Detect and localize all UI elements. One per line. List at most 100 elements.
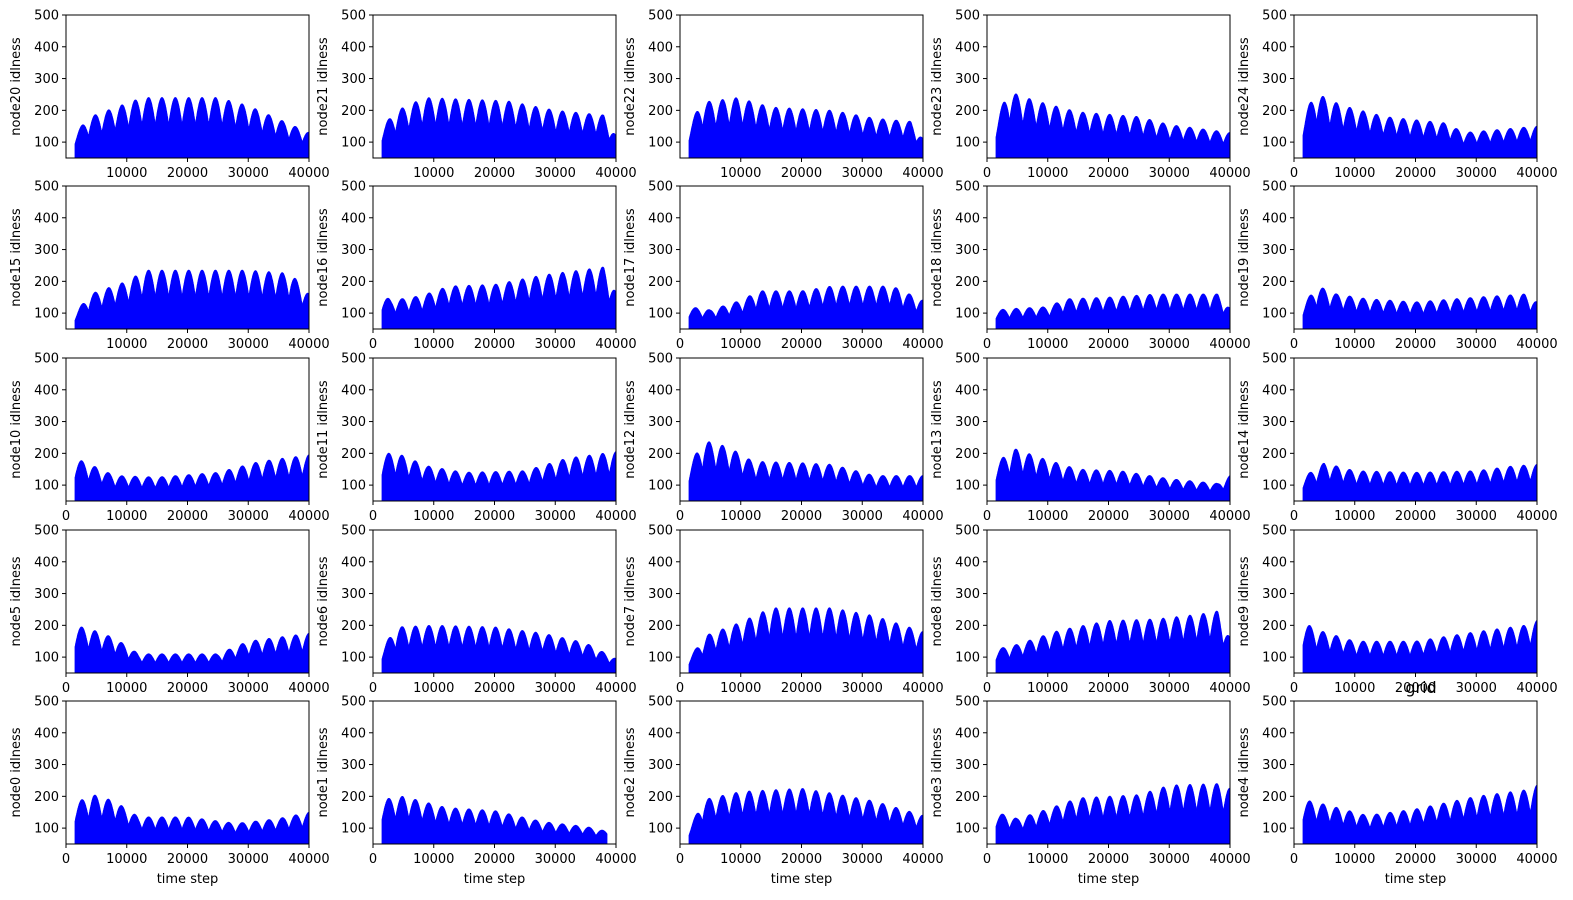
y-tick-label: 100: [34, 307, 59, 322]
y-tick-label: 400: [955, 211, 980, 226]
y-tick-label: 100: [341, 822, 366, 837]
series-line: [381, 624, 616, 673]
y-tick-label: 300: [955, 72, 980, 87]
y-tick-label: 500: [34, 352, 59, 367]
x-tick-label: 20000: [1395, 166, 1436, 181]
x-tick-label: 30000: [1149, 681, 1190, 696]
x-tick-label: 30000: [1456, 681, 1497, 696]
y-tick-label: 500: [648, 352, 673, 367]
x-tick-label: 40000: [288, 681, 329, 696]
x-tick-label: 0: [676, 509, 684, 524]
y-tick-label: 500: [955, 352, 980, 367]
x-tick-label: 20000: [474, 509, 515, 524]
y-tick-label: 400: [648, 40, 673, 55]
x-tick-label: 10000: [413, 509, 454, 524]
x-tick-label: 0: [1290, 852, 1298, 867]
y-tick-label: 200: [34, 104, 59, 119]
subplot-node17: 100 200 300 400 500 0 10000 20000 30000 40000 node…: [623, 180, 944, 353]
y-tick-label: 100: [341, 307, 366, 322]
x-tick-label: 30000: [535, 681, 576, 696]
x-axis-label: time step: [771, 872, 833, 887]
x-tick-label: 10000: [1334, 166, 1375, 181]
figure-title: grid: [1405, 678, 1436, 697]
y-axis-label: node1 idlness: [316, 727, 331, 817]
x-tick-label: 30000: [228, 509, 269, 524]
x-tick-label: 10000: [1027, 509, 1068, 524]
y-tick-label: 200: [341, 790, 366, 805]
y-tick-label: 300: [1262, 243, 1287, 258]
series-line: [1302, 784, 1537, 844]
y-tick-label: 500: [1262, 524, 1287, 539]
subplot-node10: 100 200 300 400 500 0 10000 20000 30000 40000 node…: [9, 352, 330, 525]
x-tick-label: 40000: [1516, 337, 1557, 352]
x-tick-label: 30000: [842, 681, 883, 696]
x-tick-label: 0: [1290, 509, 1298, 524]
y-tick-label: 200: [955, 619, 980, 634]
x-tick-label: 20000: [1088, 166, 1129, 181]
y-tick-label: 400: [341, 383, 366, 398]
y-tick-label: 200: [1262, 104, 1287, 119]
y-axis-label: node15 idlness: [9, 208, 24, 307]
x-tick-label: 10000: [1027, 681, 1068, 696]
y-tick-label: 300: [1262, 72, 1287, 87]
series-line: [381, 97, 616, 158]
y-tick-label: 100: [955, 822, 980, 837]
x-tick-label: 20000: [1088, 337, 1129, 352]
x-tick-label: 20000: [781, 509, 822, 524]
y-tick-label: 300: [648, 587, 673, 602]
y-tick-label: 500: [648, 9, 673, 24]
y-tick-label: 300: [955, 243, 980, 258]
x-tick-label: 0: [983, 852, 991, 867]
y-axis-label: node23 idlness: [930, 37, 945, 136]
series-line: [995, 610, 1230, 673]
subplot-node18: 100 200 300 400 500 0 10000 20000 30000 40000 node…: [930, 180, 1251, 353]
y-axis-label: node5 idlness: [9, 556, 24, 646]
x-tick-label: 30000: [1149, 337, 1190, 352]
y-tick-label: 500: [34, 524, 59, 539]
x-tick-label: 30000: [535, 852, 576, 867]
x-axis-label: time step: [464, 872, 526, 887]
y-axis-label: node18 idlness: [930, 208, 945, 307]
subplot-node23: 100 200 300 400 500 0 10000 20000 30000 40000 node…: [930, 9, 1251, 182]
subplot-node5: 100 200 300 400 500 0 10000 20000 30000 40000 node…: [9, 524, 330, 697]
subplot-node9: 100 200 300 400 500 0 10000 20000 30000 40000 node…: [1237, 524, 1558, 697]
y-tick-label: 500: [955, 695, 980, 710]
series-line: [74, 97, 309, 158]
y-tick-label: 100: [1262, 479, 1287, 494]
subplot-node24: 100 200 300 400 500 0 10000 20000 30000 40000 node…: [1237, 9, 1558, 182]
x-tick-label: 0: [983, 681, 991, 696]
y-tick-label: 400: [34, 211, 59, 226]
y-tick-label: 100: [34, 822, 59, 837]
y-tick-label: 200: [34, 790, 59, 805]
x-tick-label: 40000: [1209, 337, 1250, 352]
series-line: [74, 269, 309, 329]
y-tick-label: 400: [648, 555, 673, 570]
x-tick-label: 40000: [288, 509, 329, 524]
x-tick-label: 40000: [1516, 509, 1557, 524]
series-line: [74, 626, 309, 673]
subplot-node20: 100 200 300 400 500 10000 20000 30000 40000 node2…: [9, 9, 330, 182]
x-tick-label: 40000: [595, 852, 636, 867]
y-tick-label: 400: [34, 555, 59, 570]
x-tick-label: 30000: [228, 681, 269, 696]
x-tick-label: 20000: [167, 852, 208, 867]
y-tick-label: 100: [1262, 136, 1287, 151]
x-tick-label: 0: [62, 681, 70, 696]
subplot-node0: 100 200 300 400 500 0 10000 20000 30000 40000 node…: [9, 695, 330, 888]
x-tick-label: 10000: [1027, 166, 1068, 181]
y-axis-label: node12 idlness: [623, 380, 638, 479]
x-tick-label: 20000: [167, 337, 208, 352]
y-tick-label: 400: [1262, 40, 1287, 55]
series-line: [995, 448, 1230, 501]
subplot-node13: 100 200 300 400 500 0 10000 20000 30000 40000 node…: [930, 352, 1251, 525]
y-tick-label: 200: [648, 790, 673, 805]
y-tick-label: 500: [648, 695, 673, 710]
y-tick-label: 400: [341, 726, 366, 741]
y-tick-label: 200: [341, 275, 366, 290]
series-line: [1302, 96, 1537, 158]
y-tick-label: 300: [341, 415, 366, 430]
series-line: [688, 607, 923, 673]
y-tick-label: 100: [955, 651, 980, 666]
y-tick-label: 500: [648, 180, 673, 195]
subplot-node11: 100 200 300 400 500 0 10000 20000 30000 40000 node…: [316, 352, 637, 525]
